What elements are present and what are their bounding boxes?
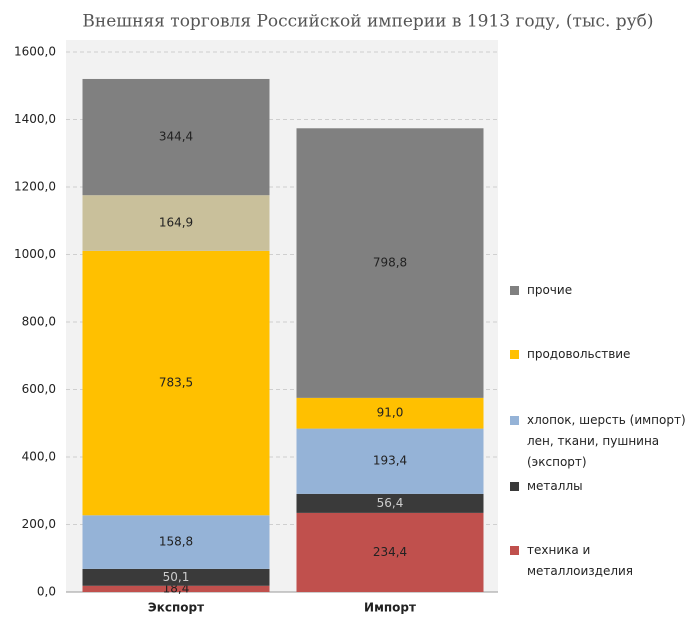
y-tick-label: 600,0 bbox=[22, 382, 56, 396]
legend-swatch bbox=[510, 546, 519, 555]
bar-segment bbox=[296, 397, 484, 429]
value-label: 91,0 bbox=[377, 406, 404, 420]
legend-label: металлы bbox=[527, 479, 583, 493]
bar-segment bbox=[296, 493, 484, 513]
bar-segment bbox=[82, 568, 270, 586]
legend-item: металлы bbox=[510, 476, 690, 497]
legend-label: техника и металлоизделия bbox=[527, 543, 634, 578]
y-tick-label: 1200,0 bbox=[14, 180, 56, 194]
value-label: 798,8 bbox=[373, 256, 407, 270]
legend-swatch bbox=[510, 482, 519, 491]
legend-swatch bbox=[510, 350, 519, 359]
y-tick-label: 400,0 bbox=[22, 450, 56, 464]
bar-segment bbox=[296, 128, 484, 398]
chart-title: Внешняя торговля Российской империи в 19… bbox=[82, 12, 653, 32]
value-label: 783,5 bbox=[159, 376, 193, 390]
legend-item: прочие bbox=[510, 280, 690, 301]
legend-item: продовольствие bbox=[510, 344, 690, 365]
legend-swatch bbox=[510, 416, 519, 425]
bar-segment bbox=[82, 78, 270, 196]
bar-segment bbox=[82, 515, 270, 569]
legend-label: прочие bbox=[527, 283, 573, 297]
bar-segment bbox=[82, 585, 270, 592]
legend-label: хлопок, шерсть (импорт) лен, ткани, пушн… bbox=[527, 413, 686, 469]
legend-item: техника и металлоизделия bbox=[510, 540, 690, 582]
legend-swatch bbox=[510, 286, 519, 295]
y-tick-label: 1400,0 bbox=[14, 112, 56, 126]
value-label: 234,4 bbox=[373, 545, 407, 559]
y-tick-label: 1000,0 bbox=[14, 247, 56, 261]
legend-label: продовольствие bbox=[527, 347, 631, 361]
value-label: 158,8 bbox=[159, 535, 193, 549]
value-label: 164,9 bbox=[159, 216, 193, 230]
bar-segment bbox=[82, 195, 270, 251]
value-label: 193,4 bbox=[373, 454, 407, 468]
value-label: 50,1 bbox=[163, 570, 190, 584]
bar-segment bbox=[82, 250, 270, 516]
value-label: 56,4 bbox=[377, 496, 404, 510]
legend-item: хлопок, шерсть (импорт) лен, ткани, пушн… bbox=[510, 410, 690, 473]
y-tick-label: 0,0 bbox=[37, 585, 56, 599]
bar-segment bbox=[296, 512, 484, 592]
value-label: 344,4 bbox=[159, 130, 193, 144]
x-tick-label: Импорт bbox=[364, 601, 416, 615]
y-tick-label: 1600,0 bbox=[14, 45, 56, 59]
y-tick-label: 200,0 bbox=[22, 517, 56, 531]
y-tick-label: 800,0 bbox=[22, 315, 56, 329]
x-tick-label: Экспорт bbox=[148, 601, 204, 615]
bar-segment bbox=[296, 428, 484, 494]
